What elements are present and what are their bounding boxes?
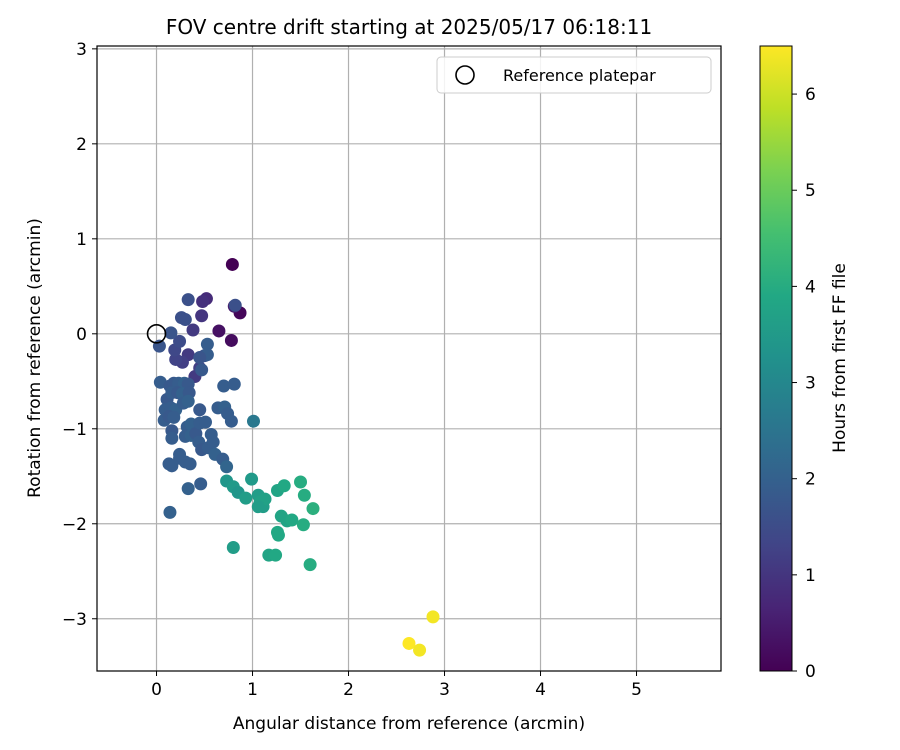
data-point xyxy=(194,477,208,491)
reference-marker xyxy=(146,324,167,344)
data-point xyxy=(294,475,308,489)
y-tick-label: −2 xyxy=(62,515,87,535)
colorbar-tick-label: 3 xyxy=(805,374,816,394)
x-tick-label: 3 xyxy=(439,680,450,700)
colorbar-tick-label: 4 xyxy=(805,277,816,297)
data-point xyxy=(167,410,181,424)
colorbar-tick-label: 0 xyxy=(805,662,816,682)
data-point xyxy=(195,363,209,377)
data-point xyxy=(212,324,226,338)
plot-frame xyxy=(96,45,722,672)
y-axis-label: Rotation from reference (arcmin) xyxy=(25,218,45,498)
colorbar-tick-label: 5 xyxy=(805,181,816,201)
scatter-points xyxy=(152,257,440,657)
data-point xyxy=(413,643,427,657)
colorbar-tick-label: 1 xyxy=(805,566,816,586)
data-point xyxy=(297,488,311,502)
chart-title: FOV centre drift starting at 2025/05/17 … xyxy=(166,15,652,39)
x-tick-label: 4 xyxy=(535,680,546,700)
x-axis-ticks: 0 1 2 3 4 5 xyxy=(151,671,642,700)
data-point xyxy=(193,351,207,365)
data-point xyxy=(251,500,265,514)
y-tick-label: −3 xyxy=(62,610,87,630)
y-tick-label: 2 xyxy=(76,135,87,155)
data-point xyxy=(269,548,283,562)
data-point xyxy=(271,528,285,542)
data-point xyxy=(226,541,240,555)
colorbar-tick-label: 2 xyxy=(805,470,816,490)
x-tick-label: 0 xyxy=(151,680,162,700)
data-point xyxy=(217,379,231,393)
data-point xyxy=(183,457,197,471)
data-point xyxy=(169,352,183,366)
data-point xyxy=(164,326,178,340)
data-point xyxy=(239,491,253,505)
y-tick-label: 0 xyxy=(76,325,87,345)
data-point xyxy=(165,431,179,445)
data-point xyxy=(181,482,195,496)
legend: Reference platepar xyxy=(436,56,712,94)
data-point xyxy=(224,414,238,428)
y-tick-label: 3 xyxy=(76,40,87,60)
data-point xyxy=(181,293,195,307)
data-point xyxy=(245,472,259,486)
data-point xyxy=(195,309,209,323)
data-point xyxy=(426,610,440,624)
x-tick-label: 5 xyxy=(631,680,642,700)
data-point xyxy=(227,377,241,391)
data-point xyxy=(303,558,317,572)
data-point xyxy=(220,460,234,474)
data-point xyxy=(224,333,238,347)
colorbar: 0 1 2 3 4 5 6 Hours from first FF file xyxy=(759,45,850,682)
data-point xyxy=(178,313,192,327)
y-tick-label: −1 xyxy=(62,420,87,440)
data-point xyxy=(277,479,291,493)
data-point xyxy=(296,518,310,532)
colorbar-tick-label: 6 xyxy=(805,85,816,105)
data-point xyxy=(225,257,239,271)
colorbar-ticks: 0 1 2 3 4 5 6 xyxy=(792,85,816,682)
x-tick-label: 2 xyxy=(343,680,354,700)
data-point xyxy=(173,334,187,348)
legend-marker-icon xyxy=(455,65,475,85)
legend-box xyxy=(436,56,712,94)
y-axis-ticks: −3 −2 −1 0 1 2 3 xyxy=(62,40,97,630)
y-tick-label: 1 xyxy=(76,230,87,250)
colorbar-gradient xyxy=(759,45,793,672)
x-tick-label: 1 xyxy=(247,680,258,700)
data-point xyxy=(186,323,200,337)
colorbar-label: Hours from first FF file xyxy=(830,263,850,453)
data-point xyxy=(193,403,207,417)
data-point xyxy=(200,337,214,351)
data-point xyxy=(228,298,242,312)
data-point xyxy=(246,414,260,428)
x-axis-label: Angular distance from reference (arcmin) xyxy=(233,714,585,734)
data-point xyxy=(285,513,299,527)
data-point xyxy=(306,502,320,516)
data-point xyxy=(181,394,195,408)
data-point xyxy=(165,459,179,473)
legend-entry-label: Reference platepar xyxy=(503,66,656,85)
data-point xyxy=(198,415,212,429)
data-point xyxy=(196,295,210,309)
data-point xyxy=(402,636,416,650)
data-point xyxy=(206,435,220,449)
data-point xyxy=(163,505,177,519)
